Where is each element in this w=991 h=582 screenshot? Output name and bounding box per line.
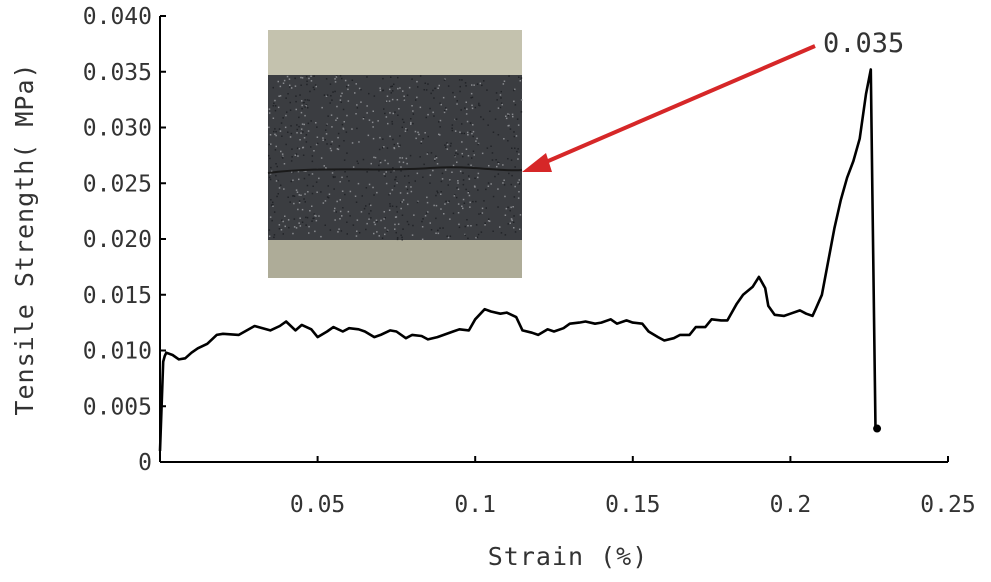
y-axis-ticks: 0 0.005 0.010 0.015 0.020 0.025 0.030 0.035 0.04… [83,4,166,476]
arrow-head-icon [522,153,552,172]
x-tick-label: 0.2 [770,492,812,518]
y-tick-label: 0 [138,450,152,476]
y-tick-label: 0.035 [83,60,152,86]
y-tick-label: 0.005 [83,394,152,420]
series-line [158,68,878,451]
annotation-arrow [531,44,816,170]
photo-bottom-grip [268,240,522,278]
y-tick-label: 0.010 [83,339,152,365]
specimen-photo-inset [267,30,523,278]
x-axis-title: Strain (%) [488,542,649,571]
x-tick-label: 0.05 [290,492,345,518]
y-axis-title: Tensile Strength( MPa) [10,62,39,415]
x-axis-ticks: 0.05 0.1 0.15 0.2 0.25 [290,456,976,518]
y-tick-label: 0.040 [83,4,152,30]
fracture-line [267,166,523,174]
y-tick-label: 0.030 [83,116,152,142]
series-end-marker [873,424,882,433]
specimen-body [268,75,522,240]
y-tick-label: 0.025 [83,171,152,197]
x-tick-label: 0.25 [920,492,975,518]
y-tick-label: 0.020 [83,227,152,253]
peak-value-label: 0.035 [823,28,904,59]
photo-top-grip [268,30,522,75]
x-tick-label: 0.1 [454,492,496,518]
x-tick-label: 0.15 [605,492,660,518]
peak-annotation: 0.035 [522,28,904,172]
y-tick-label: 0.015 [83,283,152,309]
